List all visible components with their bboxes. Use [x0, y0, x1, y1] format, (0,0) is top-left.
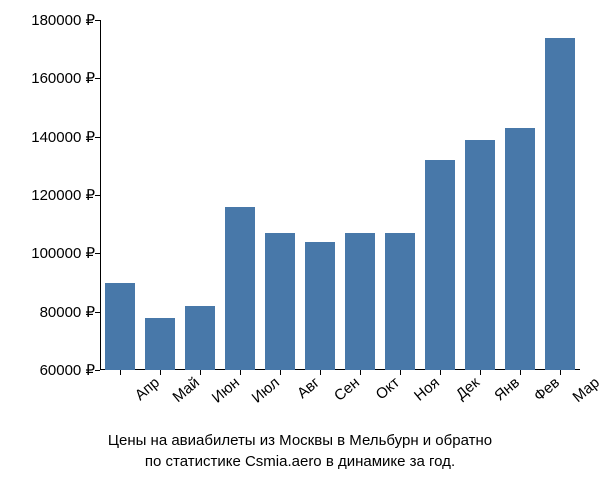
bar [145, 318, 175, 371]
bar [185, 306, 215, 370]
bar [505, 128, 535, 370]
y-tick-mark [95, 253, 100, 254]
y-tick-mark [95, 78, 100, 79]
bar [465, 140, 495, 370]
y-tick-label: 160000 ₽ [31, 69, 95, 87]
bar [105, 283, 135, 371]
y-tick-label: 60000 ₽ [40, 361, 95, 379]
chart-caption: Цены на авиабилеты из Москвы в Мельбурн … [0, 430, 600, 472]
y-tick-mark [95, 370, 100, 371]
x-tick-label: Сен [321, 374, 363, 413]
bar [225, 207, 255, 370]
x-tick-label: Июн [201, 374, 243, 413]
y-tick-mark [95, 137, 100, 138]
y-tick-mark [95, 312, 100, 313]
caption-line-2: по статистике Csmia.aero в динамике за г… [0, 451, 600, 472]
x-labels: АпрМайИюнИюлАвгСенОктНояДекЯнвФевМар [100, 374, 580, 391]
bar [545, 38, 575, 371]
bar [265, 233, 295, 370]
x-tick-label: Янв [481, 374, 523, 413]
bar [385, 233, 415, 370]
bar [345, 233, 375, 370]
x-tick-label: Дек [441, 374, 483, 413]
y-tick-mark [95, 195, 100, 196]
x-tick-label: Окт [361, 374, 403, 413]
chart-container: 60000 ₽80000 ₽100000 ₽120000 ₽140000 ₽16… [100, 20, 580, 370]
y-axis: 60000 ₽80000 ₽100000 ₽120000 ₽140000 ₽16… [0, 20, 95, 370]
caption-line-1: Цены на авиабилеты из Москвы в Мельбурн … [0, 430, 600, 451]
y-tick-label: 180000 ₽ [31, 11, 95, 29]
plot-area [100, 20, 580, 370]
x-tick-label: Май [161, 374, 203, 413]
bars-group [100, 20, 580, 370]
y-tick-label: 120000 ₽ [31, 186, 95, 204]
y-tick-label: 140000 ₽ [31, 128, 95, 146]
bar [425, 160, 455, 370]
x-tick-label: Ноя [401, 374, 443, 413]
y-tick-label: 80000 ₽ [40, 303, 95, 321]
y-tick-label: 100000 ₽ [31, 244, 95, 262]
x-tick-label: Апр [121, 374, 163, 413]
x-tick-label: Авг [281, 374, 323, 413]
x-tick-label: Мар [561, 374, 600, 413]
x-tick-label: Фев [521, 374, 563, 413]
bar [305, 242, 335, 370]
y-tick-mark [95, 20, 100, 21]
x-axis: АпрМайИюнИюлАвгСенОктНояДекЯнвФевМар [100, 374, 580, 424]
x-tick-label: Июл [241, 374, 283, 413]
